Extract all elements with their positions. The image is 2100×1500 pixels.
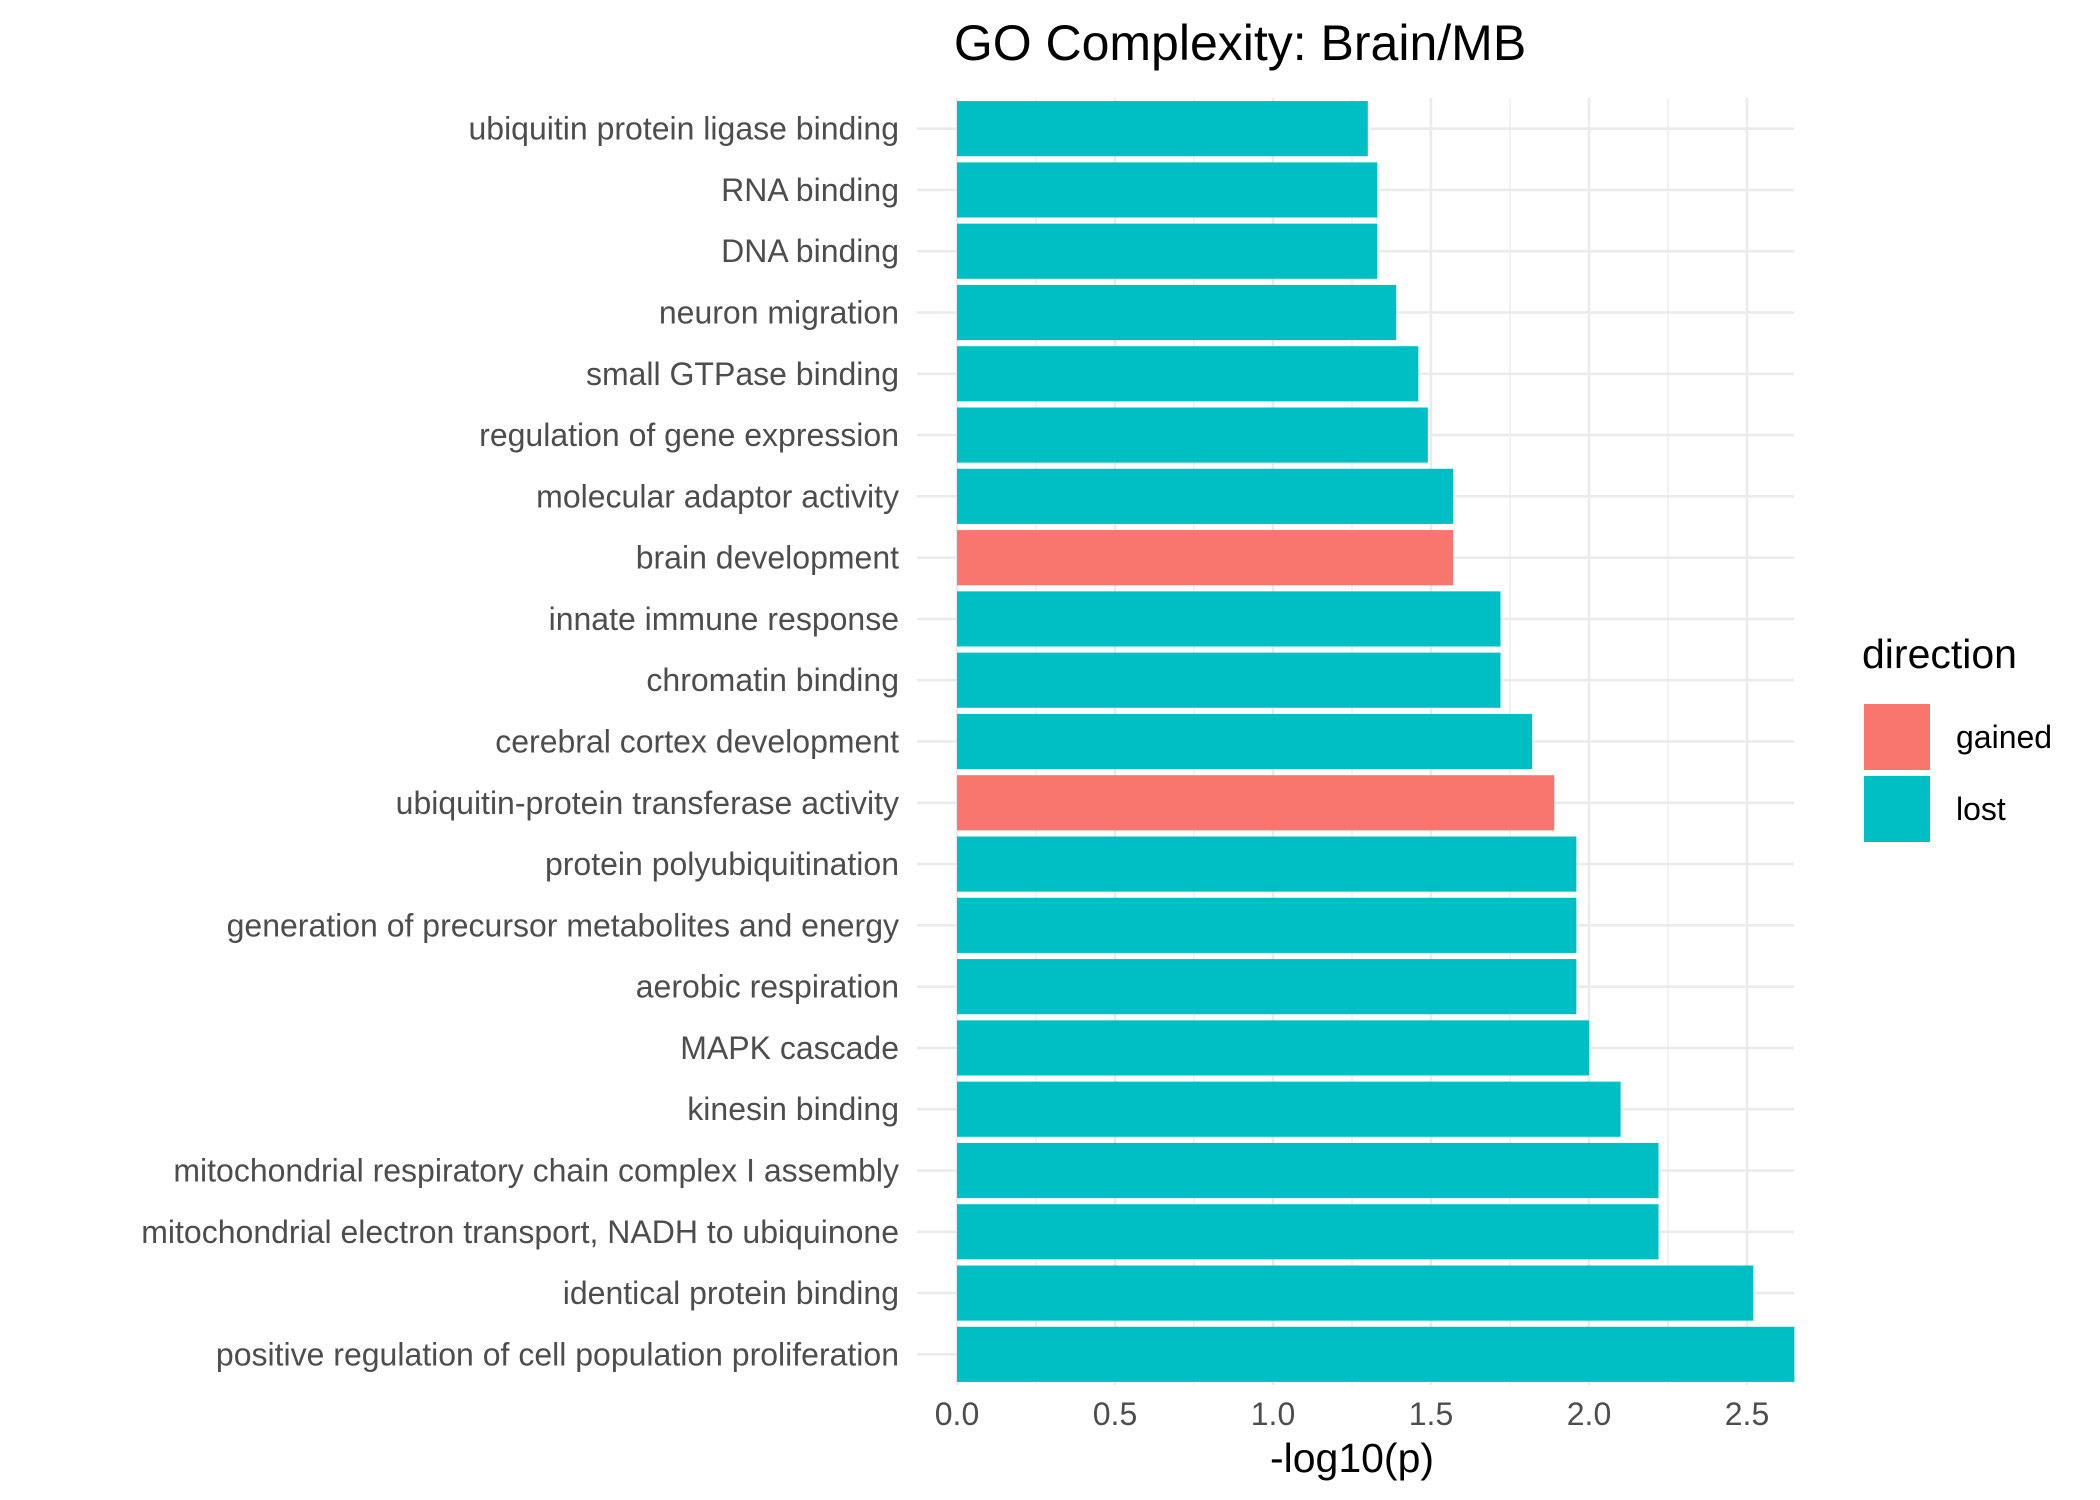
y-tick-label: chromatin binding (646, 662, 899, 698)
y-tick-label: identical protein binding (563, 1275, 899, 1311)
bar-lost (957, 897, 1577, 953)
bar-lost (957, 1204, 1659, 1260)
bar-lost (957, 836, 1577, 892)
y-tick-label: brain development (636, 540, 899, 576)
bar-lost (957, 591, 1501, 647)
x-axis-tick-labels: 0.0 0.5 1.0 1.5 2.0 2.5 (935, 1396, 1769, 1432)
bar-lost (957, 223, 1378, 279)
bars (957, 101, 1795, 1382)
x-tick-label: 0.0 (935, 1396, 979, 1432)
y-tick-label: molecular adaptor activity (536, 478, 899, 514)
legend-label-lost: lost (1956, 791, 2006, 827)
y-tick-label: ubiquitin protein ligase binding (468, 111, 899, 147)
bar-gained (957, 530, 1454, 586)
bar-lost (957, 652, 1501, 708)
bar-lost (957, 1142, 1659, 1199)
y-tick-label: aerobic respiration (636, 969, 899, 1005)
legend-label-gained: gained (1956, 719, 2052, 755)
bar-lost (957, 407, 1428, 463)
y-tick-label: protein polyubiquitination (545, 846, 899, 882)
y-tick-label: mitochondrial electron transport, NADH t… (141, 1214, 899, 1250)
bar-lost (957, 468, 1454, 524)
y-tick-label: mitochondrial respiratory chain complex … (173, 1153, 899, 1189)
chart-title: GO Complexity: Brain/MB (954, 15, 1526, 71)
bar-lost (957, 284, 1397, 341)
bar-lost (957, 1020, 1589, 1076)
bar-lost (957, 1265, 1754, 1321)
y-tick-label: cerebral cortex development (495, 724, 899, 760)
bar-gained (957, 775, 1555, 831)
bar-lost (957, 162, 1378, 218)
legend: direction gained lost (1862, 631, 2052, 842)
bar-lost (957, 959, 1577, 1015)
y-axis-tick-labels: ubiquitin protein ligase binding RNA bind… (141, 111, 899, 1373)
legend-items: gained lost (1864, 704, 2052, 842)
bar-lost (957, 713, 1533, 770)
x-tick-label: 1.0 (1251, 1396, 1295, 1432)
x-tick-label: 2.5 (1725, 1396, 1769, 1432)
y-tick-label: small GTPase binding (586, 356, 899, 392)
legend-swatch-lost (1864, 776, 1930, 842)
bar-lost (957, 346, 1419, 402)
x-tick-label: 0.5 (1093, 1396, 1137, 1432)
legend-swatch-gained (1864, 704, 1930, 770)
y-tick-label: innate immune response (549, 601, 899, 637)
y-tick-label: positive regulation of cell population p… (216, 1336, 899, 1372)
x-tick-label: 1.5 (1409, 1396, 1453, 1432)
y-tick-label: RNA binding (721, 172, 899, 208)
x-tick-label: 2.0 (1567, 1396, 1611, 1432)
y-tick-label: regulation of gene expression (479, 417, 899, 453)
x-axis-title: -log10(p) (1270, 1435, 1434, 1481)
y-tick-label: DNA binding (721, 233, 899, 269)
bar-lost (957, 101, 1368, 157)
y-tick-label: MAPK cascade (680, 1030, 899, 1066)
bar-lost (957, 1326, 1795, 1382)
y-tick-label: neuron migration (659, 295, 899, 331)
legend-title: direction (1862, 631, 2017, 677)
y-tick-label: ubiquitin-protein transferase activity (396, 785, 899, 821)
y-tick-label: generation of precursor metabolites and … (227, 907, 899, 943)
bar-lost (957, 1081, 1621, 1137)
y-tick-label: kinesin binding (687, 1091, 899, 1127)
